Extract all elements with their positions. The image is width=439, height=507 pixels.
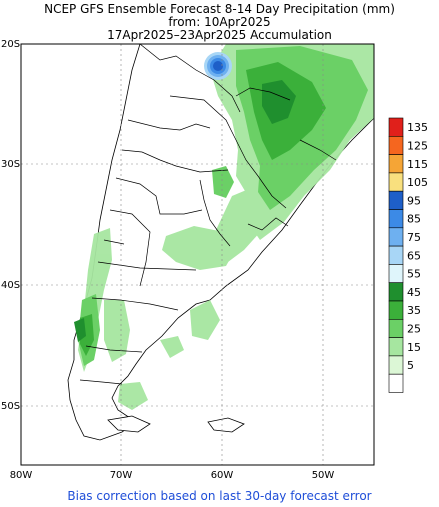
legend-swatch [388, 136, 404, 155]
lat-label-40s: 40S [1, 280, 20, 291]
legend-swatch [388, 337, 404, 357]
bias-correction-note: Bias correction based on last 30-day for… [67, 489, 372, 503]
lon-label-60w: 60W [211, 470, 234, 481]
political-borders [79, 44, 337, 385]
precip-35-45 [74, 80, 296, 342]
legend-swatch [388, 190, 404, 210]
legend-swatch [388, 227, 404, 247]
lon-label-80w: 80W [10, 470, 33, 481]
legend-label: 25 [407, 322, 421, 335]
legend-label: 45 [407, 286, 421, 299]
lat-label-20s: 20S [1, 39, 20, 50]
legend-label: 5 [407, 359, 414, 372]
legend-swatch [388, 154, 404, 174]
legend-swatch [388, 373, 404, 393]
precip-max-cell [204, 52, 232, 80]
grid-lines [21, 44, 374, 465]
lat-label-30s: 30S [1, 159, 20, 170]
forecast-date: from: 10Apr2025 [168, 15, 271, 29]
legend-swatch [388, 172, 404, 192]
accumulation-period: 17Apr2025–23Apr2025 Accumulation [107, 28, 332, 42]
legend-label: 65 [407, 249, 421, 262]
legend-swatch [388, 355, 404, 375]
legend-swatch [388, 318, 404, 338]
legend-swatch [388, 300, 404, 320]
tierra-del-fuego [107, 415, 151, 433]
legend-label: 85 [407, 213, 421, 226]
precipitation-legend: 135 125 115 105 95 85 75 65 55 45 35 25 15 5 [388, 117, 428, 393]
map-title: NCEP GFS Ensemble Forecast 8-14 Day Prec… [44, 2, 395, 16]
lon-label-50w: 50W [312, 470, 335, 481]
legend-swatch [388, 245, 404, 265]
lat-label-50s: 50S [1, 401, 20, 412]
legend-swatch [388, 117, 404, 137]
legend-label: 105 [407, 176, 428, 189]
legend-label: 135 [407, 121, 428, 134]
legend-swatch [388, 282, 404, 302]
legend-label: 95 [407, 194, 421, 207]
legend-label: 35 [407, 304, 421, 317]
lon-label-70w: 70W [110, 470, 133, 481]
legend-swatch [388, 264, 404, 283]
falkland-islands [207, 417, 245, 433]
map-content [67, 44, 374, 441]
legend-label: 125 [407, 139, 428, 152]
legend-label: 15 [407, 341, 421, 354]
legend-label: 115 [407, 158, 428, 171]
legend-swatch [388, 209, 404, 229]
legend-label: 75 [407, 231, 421, 244]
legend-label: 55 [407, 268, 421, 281]
map-border [20, 43, 375, 466]
